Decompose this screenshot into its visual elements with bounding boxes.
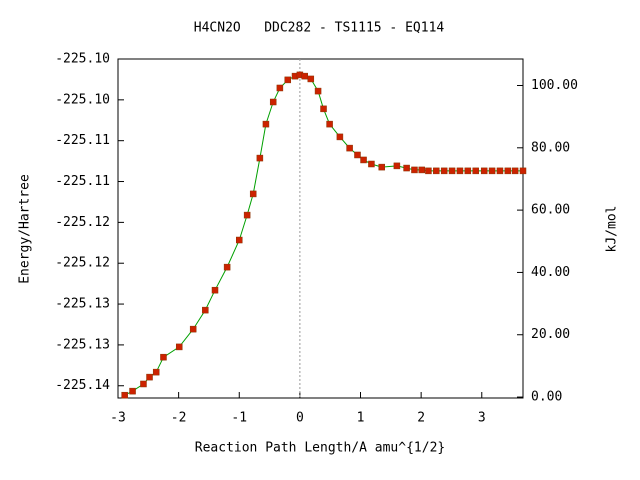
point-marker: [121, 391, 128, 399]
y2-tick-label: 0.00: [531, 390, 562, 405]
x-tick-label: -2: [171, 411, 187, 426]
x-tick-label: 0: [296, 411, 304, 426]
point-marker: [236, 236, 243, 244]
x-tick-label: -3: [110, 411, 126, 426]
point-marker: [211, 286, 219, 294]
point-marker: [129, 387, 136, 395]
point-marker: [488, 167, 496, 175]
y-tick-label: -225.12: [55, 256, 110, 271]
y2-tick-label: 80.00: [531, 140, 570, 155]
y2-tick-label: 40.00: [531, 265, 570, 280]
x-tick-label: -1: [231, 411, 247, 426]
y-tick-label: -225.10: [55, 92, 110, 107]
point-marker: [160, 353, 167, 361]
point-marker: [368, 160, 375, 168]
point-marker: [418, 166, 425, 174]
plot-frame: [117, 58, 524, 399]
point-marker: [511, 167, 519, 175]
point-marker: [378, 163, 385, 171]
point-marker: [175, 343, 183, 351]
point-marker: [249, 190, 257, 198]
x-tick-label: 1: [357, 411, 365, 426]
y-tick-label: -225.12: [55, 215, 110, 230]
x-axis-label: Reaction Path Length/A amu^{1/2}: [195, 441, 445, 456]
point-marker: [326, 120, 333, 128]
point-marker: [403, 164, 410, 172]
point-marker: [519, 167, 527, 175]
point-marker: [433, 167, 440, 175]
point-marker: [269, 98, 277, 106]
point-marker: [284, 76, 292, 84]
y-tick-label: -225.13: [55, 297, 110, 312]
point-marker: [202, 306, 209, 314]
point-marker: [336, 133, 344, 141]
y-tick-label: -225.13: [55, 337, 110, 352]
y2-tick-label: 100.00: [531, 78, 578, 93]
point-marker: [262, 120, 270, 128]
point-marker: [189, 325, 197, 333]
y2-axis-label: kJ/mol: [605, 206, 620, 253]
x-tick-label: 3: [478, 411, 486, 426]
point-marker: [448, 167, 456, 175]
point-marker: [504, 167, 512, 175]
point-marker: [256, 154, 264, 162]
point-marker: [320, 105, 327, 113]
point-marker: [140, 380, 147, 388]
x-tick-label: 2: [417, 411, 425, 426]
point-marker: [314, 87, 322, 95]
y-tick-label: -225.10: [55, 52, 110, 67]
point-marker: [346, 144, 353, 152]
y-axis-label: Energy/Hartree: [18, 174, 33, 284]
point-marker: [146, 373, 153, 381]
point-marker: [152, 368, 160, 376]
point-marker: [464, 167, 472, 175]
point-marker: [223, 263, 231, 271]
y-tick-label: -225.11: [55, 174, 110, 189]
y2-tick-label: 20.00: [531, 327, 570, 342]
point-marker: [360, 156, 367, 164]
chart-title: H4CN2O DDC282 - TS1115 - EQ114: [194, 21, 445, 36]
point-marker: [425, 167, 432, 175]
point-marker: [456, 167, 464, 175]
y-tick-label: -225.14: [55, 378, 110, 393]
point-marker: [393, 162, 401, 170]
point-marker: [354, 151, 361, 159]
point-marker: [307, 75, 315, 83]
point-marker: [472, 167, 479, 175]
point-marker: [243, 211, 251, 219]
point-marker: [276, 84, 284, 92]
point-marker: [411, 166, 418, 174]
point-marker: [496, 167, 504, 175]
point-marker: [301, 72, 308, 80]
point-marker: [480, 167, 488, 175]
point-marker: [440, 167, 448, 175]
y2-tick-label: 60.00: [531, 203, 570, 218]
y-tick-label: -225.11: [55, 133, 110, 148]
